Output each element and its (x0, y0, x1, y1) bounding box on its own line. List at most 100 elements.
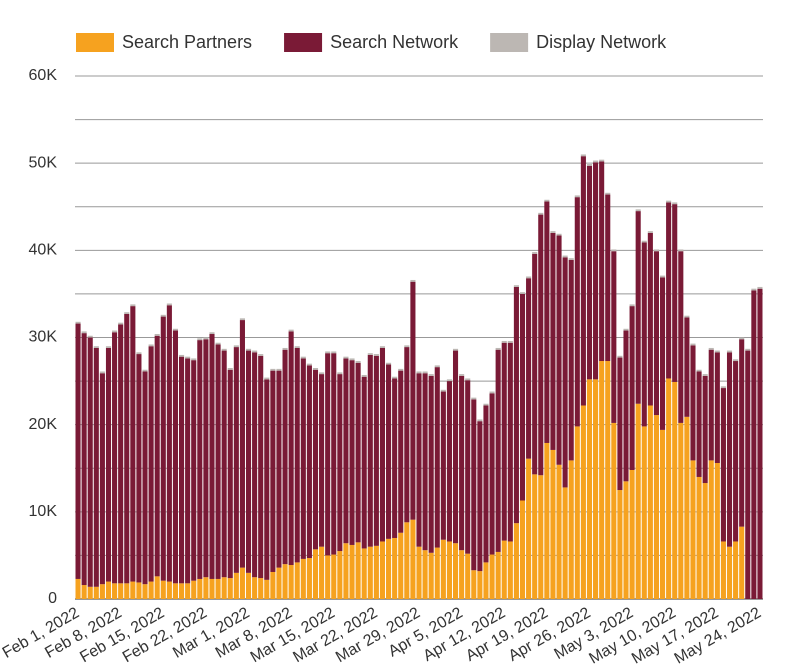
bar-segment (142, 369, 148, 372)
bar-segment (513, 285, 519, 287)
bar-segment (605, 361, 611, 599)
bar-segment (532, 474, 538, 599)
bar-segment (544, 442, 550, 599)
bar-segment (720, 388, 726, 542)
bar-segment (282, 349, 288, 565)
bar-segment (574, 197, 580, 427)
bar-segment (373, 354, 379, 356)
bar-segment (495, 349, 501, 552)
bar-segment (708, 349, 714, 461)
bar-segment (714, 463, 720, 599)
bar-segment (404, 522, 410, 599)
bar-segment (166, 303, 172, 306)
bar-segment (702, 374, 708, 376)
bar-segment (245, 348, 252, 351)
bar-segment (611, 422, 617, 599)
bar-segment (392, 378, 398, 538)
bar-segment (136, 352, 142, 355)
bar-segment (459, 374, 465, 376)
bar-segment (599, 161, 605, 362)
bar-segment (714, 350, 720, 353)
bar-segment (81, 585, 87, 599)
bar-segment (507, 541, 513, 599)
bar-segment (684, 315, 690, 318)
bar-segment (428, 552, 434, 599)
bar-segment (105, 346, 112, 348)
y-tick-label: 40K (29, 242, 58, 259)
bar-segment (733, 359, 739, 362)
bar-segment (416, 371, 422, 374)
bar-segment (720, 541, 726, 599)
bar-segment (440, 391, 446, 540)
bar-segment (93, 347, 99, 587)
bar-segment (459, 375, 465, 551)
bar-segment (312, 368, 319, 370)
bar-segment (538, 475, 544, 599)
bar-segment (483, 405, 489, 563)
bar-segment (617, 355, 623, 358)
bar-segment (726, 352, 733, 547)
bar-segment (160, 314, 166, 317)
bar-segment (440, 389, 446, 392)
bar-segment (629, 469, 635, 599)
bar-segment (519, 292, 526, 294)
bar-segment (562, 255, 568, 258)
bar-segment (477, 421, 483, 572)
bar-segment (154, 335, 160, 577)
bar-segment (197, 338, 203, 341)
bar-segment (386, 364, 392, 539)
bar-segment (154, 576, 160, 599)
bar-segment (501, 340, 507, 343)
bar-segment (148, 344, 154, 347)
bar-segment (361, 548, 367, 599)
bar-segment (526, 278, 532, 459)
bar-segment (526, 458, 532, 599)
bar-segment (696, 371, 702, 477)
bar-segment (197, 340, 203, 579)
bar-segment (87, 337, 93, 587)
bar-segment (653, 249, 659, 252)
bar-segment (349, 358, 355, 361)
bar-segment (568, 258, 574, 260)
bar-segment (349, 360, 355, 545)
bar-segment (757, 288, 763, 599)
bar-segment (678, 422, 684, 599)
bar-segment (367, 353, 373, 355)
bar-segment (276, 567, 282, 599)
bar-segment (270, 368, 276, 371)
bar-segment (179, 354, 185, 357)
bar-segment (404, 345, 410, 348)
bar-segment (282, 347, 288, 350)
bar-segment (629, 306, 635, 470)
bar-segment (160, 580, 166, 599)
bar-segment (270, 370, 276, 572)
bar-segment (690, 345, 696, 461)
bar-segment (593, 160, 599, 163)
bar-segment (477, 571, 483, 599)
bar-segment (635, 211, 641, 404)
bar-segment (757, 286, 763, 289)
bar-segment (586, 379, 593, 599)
bar-segment (751, 290, 757, 599)
legend-label: Display Network (536, 32, 667, 52)
bar-segment (124, 583, 130, 599)
bar-segment (306, 365, 312, 559)
bar-segment (434, 365, 440, 368)
bar-segment (258, 355, 264, 579)
bar-segment (434, 367, 440, 548)
bar-segment (599, 159, 605, 162)
bar-segment (623, 481, 629, 599)
bar-segment (105, 581, 112, 599)
bar-segment (659, 429, 666, 599)
bar-segment (300, 558, 306, 599)
bar-segment (233, 345, 239, 348)
bar-segment (641, 240, 647, 243)
bar-segment (690, 343, 696, 346)
bar-segment (410, 281, 416, 520)
bar-segment (465, 553, 471, 599)
bar-segment (124, 313, 130, 584)
bar-segment (440, 539, 446, 599)
bar-segment (172, 330, 179, 584)
bar-segment (653, 251, 659, 416)
bar-segment (733, 541, 739, 599)
